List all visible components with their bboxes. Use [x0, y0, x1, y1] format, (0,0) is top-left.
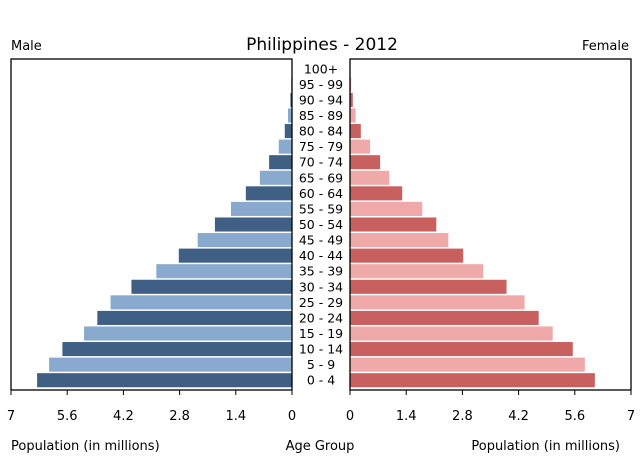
- male-x-tick-label: 5.6: [57, 409, 78, 424]
- male-header-label: Male: [11, 39, 42, 54]
- age-group-label: 100+: [304, 61, 338, 76]
- female-plot-frame: [349, 58, 632, 391]
- male-bar-75-79: [278, 139, 292, 154]
- age-group-label: 95 - 99: [299, 77, 343, 92]
- age-group-label: 55 - 59: [299, 201, 343, 216]
- age-group-label: 70 - 74: [299, 155, 343, 170]
- age-group-label: 75 - 79: [299, 139, 343, 154]
- age-group-label: 65 - 69: [299, 170, 343, 185]
- male-x-tick-label: 4.2: [113, 409, 134, 424]
- female-bar-40-44: [350, 248, 464, 263]
- age-group-label: 20 - 24: [299, 310, 343, 325]
- female-x-tick-label: 4.2: [508, 409, 529, 424]
- male-bar-5-9: [49, 357, 293, 372]
- male-bar-70-74: [269, 155, 292, 170]
- age-group-label: 40 - 44: [299, 248, 343, 263]
- female-bar-90-94: [350, 92, 353, 107]
- female-bar-75-79: [350, 139, 371, 154]
- age-group-label: 80 - 84: [299, 124, 343, 139]
- female-bar-70-74: [350, 155, 381, 170]
- age-group-label: 25 - 29: [299, 295, 343, 310]
- male-x-tick-label: 2.8: [169, 409, 190, 424]
- age-group-label: 50 - 54: [299, 217, 343, 232]
- female-header-label: Female: [582, 39, 629, 54]
- age-group-label: 0 - 4: [307, 373, 335, 388]
- age-group-label: 10 - 14: [299, 342, 343, 357]
- male-bar-90-94: [290, 92, 292, 107]
- age-group-label: 45 - 49: [299, 233, 343, 248]
- female-x-tick-label: 5.6: [564, 409, 585, 424]
- female-bar-55-59: [350, 201, 423, 216]
- female-x-tick-label: 0: [346, 409, 354, 424]
- age-group-axis-label: Age Group: [286, 439, 355, 454]
- male-bar-30-34: [131, 279, 292, 294]
- age-group-label: 30 - 34: [299, 279, 343, 294]
- male-x-axis: 0 1.4 2.8 4.2 5.6 7: [7, 390, 296, 424]
- male-x-axis-label: Population (in millions): [11, 439, 160, 454]
- female-bar-10-14: [350, 342, 573, 357]
- female-x-tick-label: 1.4: [396, 409, 417, 424]
- female-bar-45-49: [350, 233, 449, 248]
- female-bar-20-24: [350, 310, 539, 325]
- female-x-axis: 0 1.4 2.8 4.2 5.6 7: [346, 390, 635, 424]
- female-bar-25-29: [350, 295, 525, 310]
- female-bar-80-84: [350, 124, 361, 139]
- male-bars: [37, 61, 293, 388]
- female-bar-60-64: [350, 186, 403, 201]
- male-bar-40-44: [178, 248, 292, 263]
- male-bar-35-39: [156, 264, 292, 279]
- male-bar-50-54: [214, 217, 292, 232]
- male-bar-15-19: [84, 326, 292, 341]
- age-group-label: 35 - 39: [299, 264, 343, 279]
- female-x-tick-label: 2.8: [452, 409, 473, 424]
- age-group-label: 5 - 9: [307, 357, 335, 372]
- female-bar-35-39: [350, 264, 484, 279]
- male-bar-60-64: [245, 186, 292, 201]
- male-bar-65-69: [259, 170, 292, 185]
- male-bar-10-14: [62, 342, 292, 357]
- age-group-label: 15 - 19: [299, 326, 343, 341]
- male-bar-20-24: [97, 310, 292, 325]
- female-bar-50-54: [350, 217, 437, 232]
- male-plot-frame: [10, 58, 293, 391]
- age-group-label: 90 - 94: [299, 92, 343, 107]
- female-bar-5-9: [350, 357, 585, 372]
- male-x-tick-label: 0: [288, 409, 296, 424]
- male-bar-0-4: [37, 373, 292, 388]
- female-x-tick-label: 7: [627, 409, 635, 424]
- male-x-tick-label: 1.4: [225, 409, 246, 424]
- chart-title: Philippines - 2012: [246, 35, 398, 55]
- male-bar-85-89: [287, 108, 292, 123]
- male-bar-25-29: [110, 295, 292, 310]
- female-bar-30-34: [350, 279, 507, 294]
- female-bar-65-69: [350, 170, 390, 185]
- female-bars: [350, 61, 595, 388]
- male-bar-80-84: [284, 124, 292, 139]
- female-bar-15-19: [350, 326, 553, 341]
- male-bar-55-59: [230, 201, 292, 216]
- age-group-label: 60 - 64: [299, 186, 343, 201]
- age-group-label: 85 - 89: [299, 108, 343, 123]
- female-x-axis-label: Population (in millions): [471, 439, 620, 454]
- female-bar-0-4: [350, 373, 595, 388]
- male-x-tick-label: 7: [7, 409, 15, 424]
- male-bar-45-49: [197, 233, 292, 248]
- female-bar-85-89: [350, 108, 356, 123]
